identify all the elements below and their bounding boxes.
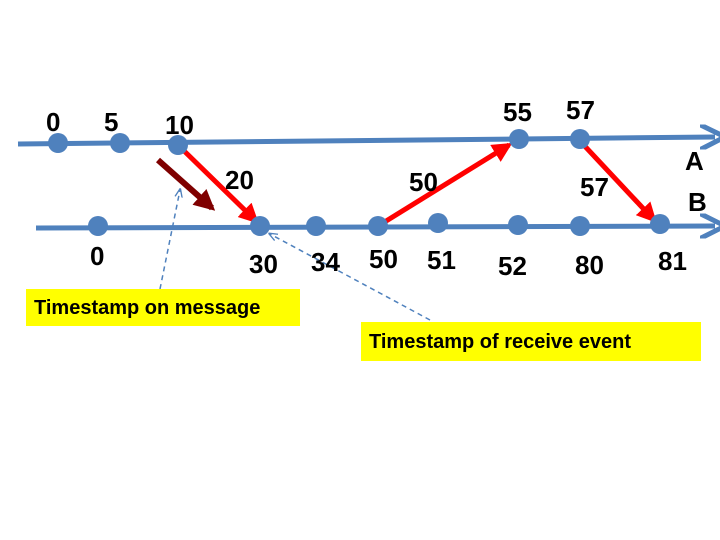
callout-pointer-receive xyxy=(270,234,431,321)
event-dot-b-5 xyxy=(428,213,448,233)
event-dot-b-6 xyxy=(508,215,528,235)
message-arrow-b-to-a-50 xyxy=(376,142,513,229)
event-label-a-3: 10 xyxy=(165,110,194,140)
message-timestamp-2: 50 xyxy=(409,167,438,197)
message-timestamp-3: 57 xyxy=(580,172,609,202)
message-arrow-a-to-b-20 xyxy=(176,143,259,224)
message-arrow-a-to-b-57 xyxy=(578,139,657,223)
event-label-b-5: 51 xyxy=(427,245,456,275)
message-pointer-arrow xyxy=(156,157,216,211)
event-label-b-4: 50 xyxy=(369,244,398,274)
event-dot-a-5 xyxy=(570,129,590,149)
event-label-a-2: 5 xyxy=(104,107,118,137)
event-dot-b-2 xyxy=(250,216,270,236)
event-dot-a-1 xyxy=(48,133,68,153)
event-dot-a-4 xyxy=(509,129,529,149)
event-dot-a-2 xyxy=(110,133,130,153)
callout-timestamp-of-receive-event: Timestamp of receive event xyxy=(361,322,701,361)
event-label-a-5: 57 xyxy=(566,95,595,125)
event-label-a-4: 55 xyxy=(503,97,532,127)
process-label-b: B xyxy=(688,187,707,217)
message-timestamp-1: 20 xyxy=(225,165,254,195)
event-dot-b-1 xyxy=(88,216,108,236)
event-dot-b-3 xyxy=(306,216,326,236)
event-label-b-7: 80 xyxy=(575,250,604,280)
process-label-a: A xyxy=(685,146,704,176)
timeline-a xyxy=(17,137,715,144)
event-label-b-2: 30 xyxy=(249,249,278,279)
callout-timestamp-on-message: Timestamp on message xyxy=(26,289,300,326)
event-dot-b-8 xyxy=(650,214,670,234)
event-dot-a-3 xyxy=(168,135,188,155)
event-dot-b-4 xyxy=(368,216,388,236)
event-label-b-3: 34 xyxy=(311,247,340,277)
event-label-a-1: 0 xyxy=(46,107,60,137)
event-label-b-1: 0 xyxy=(90,241,104,271)
event-dot-b-7 xyxy=(570,216,590,236)
callout-pointer-message xyxy=(159,190,180,290)
event-label-b-8: 81 xyxy=(658,246,687,276)
event-label-b-6: 52 xyxy=(498,251,527,281)
